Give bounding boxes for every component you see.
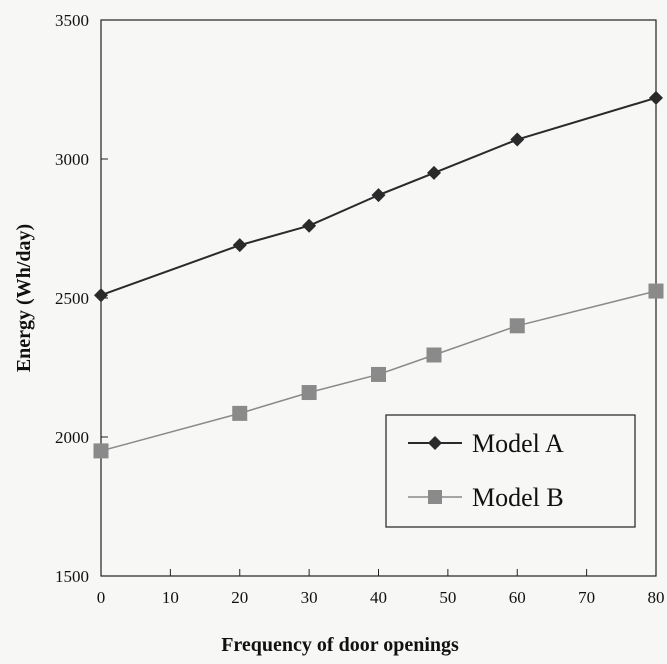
y-tick-label: 3000: [55, 150, 89, 169]
x-tick-label: 50: [439, 588, 456, 607]
data-point-model-a: [649, 90, 663, 105]
data-point-model-a: [427, 165, 441, 180]
data-point-model-a: [232, 238, 247, 253]
x-tick-label: 30: [301, 588, 318, 607]
data-point-model-b: [232, 405, 248, 421]
x-tick-label: 40: [370, 588, 387, 607]
data-point-model-b: [371, 366, 386, 382]
legend-box: [385, 414, 636, 528]
x-tick-label: 60: [509, 588, 526, 607]
y-axis-title: Energy (Wh/day): [13, 224, 35, 372]
data-point-model-a: [371, 188, 386, 203]
y-tick-label: 2500: [55, 289, 89, 308]
series-layer: [93, 90, 664, 459]
legend: Model A Model B: [385, 414, 636, 528]
legend-marker-model-a: [428, 436, 442, 450]
y-tick-label: 1500: [55, 567, 89, 586]
data-point-model-b: [301, 385, 317, 401]
x-tick-label: 20: [231, 588, 248, 607]
y-tick-label: 3500: [55, 11, 89, 30]
tick-labels: 0 10 20 30 40 50 60 70 80 1500 2000 2500 3000 3500: [55, 11, 665, 607]
data-point-model-b: [648, 283, 664, 299]
y-tick-label: 2000: [55, 428, 89, 447]
data-point-model-b: [509, 318, 525, 334]
data-point-model-a: [94, 288, 108, 303]
x-tick-label: 10: [162, 588, 179, 607]
x-tick-label: 0: [97, 588, 106, 607]
data-point-model-b: [93, 443, 109, 459]
x-tick-label: 80: [648, 588, 665, 607]
legend-label-model-b: Model B: [472, 483, 564, 512]
data-point-model-a: [302, 218, 317, 233]
x-axis-title: Frequency of door openings: [221, 634, 459, 656]
legend-label-model-a: Model A: [472, 429, 564, 458]
legend-marker-model-b: [428, 490, 442, 504]
data-point-model-b: [426, 347, 442, 363]
data-point-model-a: [510, 132, 525, 147]
x-tick-label: 70: [578, 588, 595, 607]
